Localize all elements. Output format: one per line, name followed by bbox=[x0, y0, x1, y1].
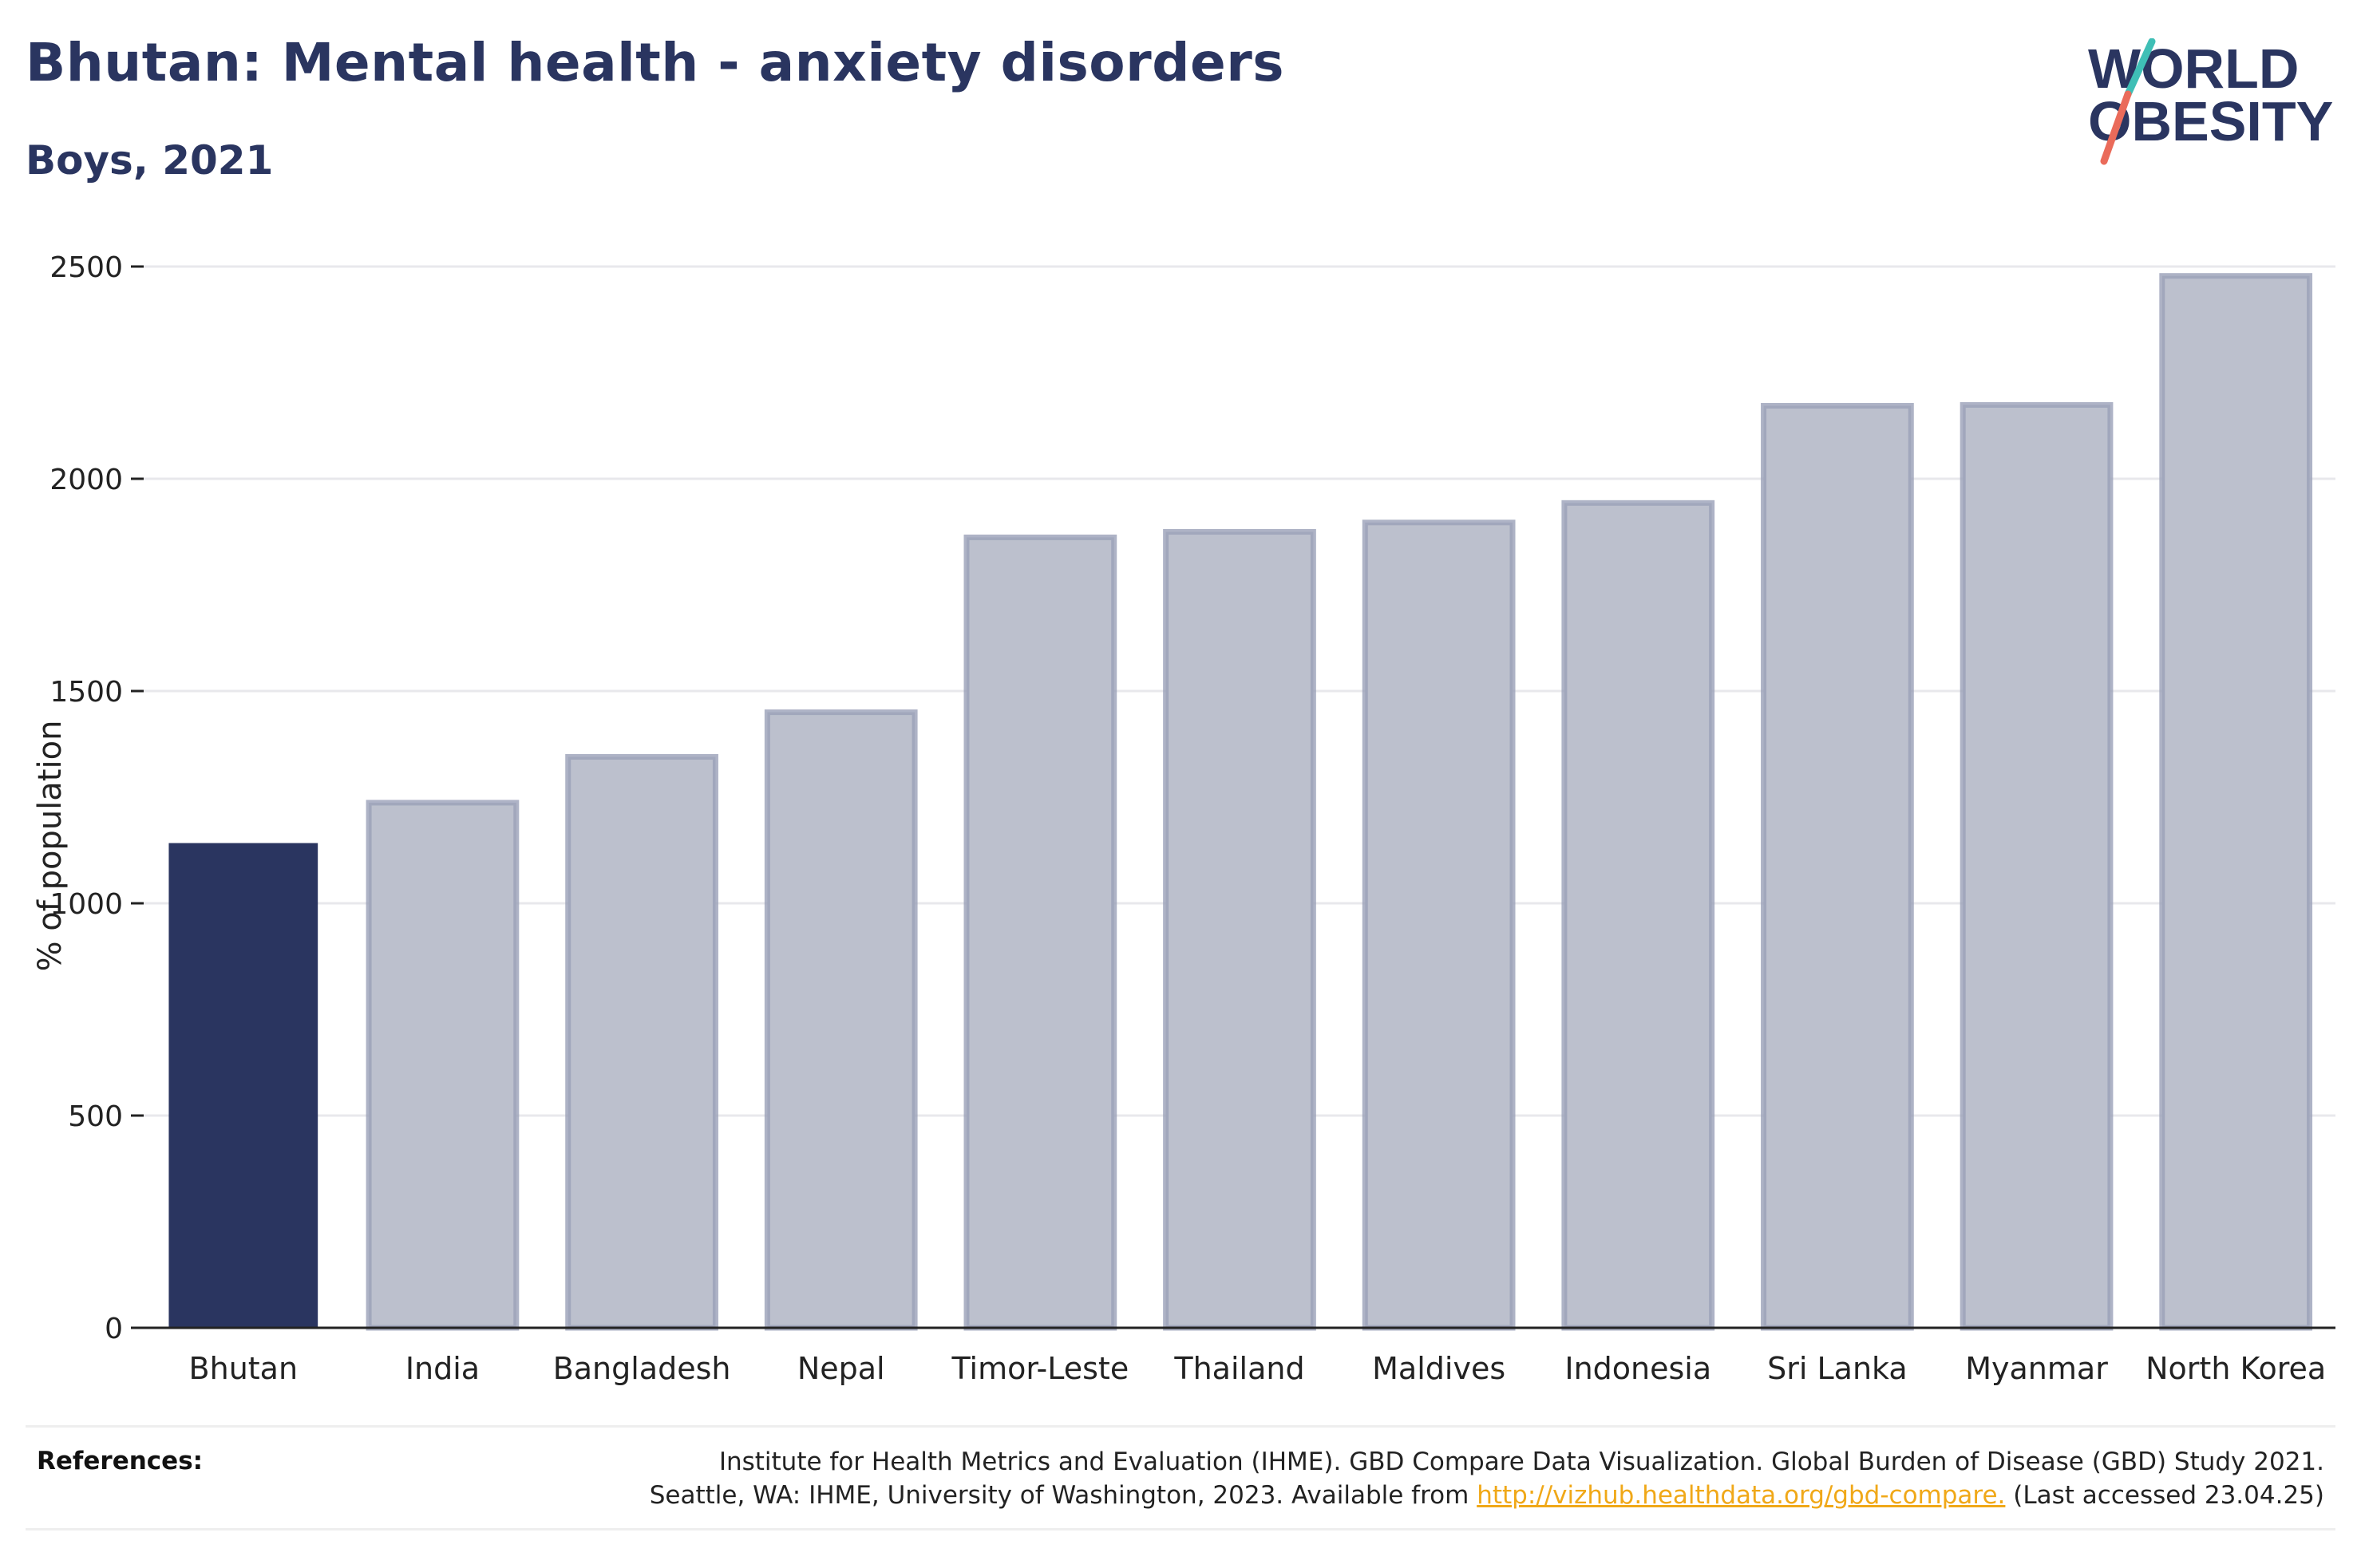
bar-nepal bbox=[764, 709, 918, 1331]
y-axis-label: % of population bbox=[32, 721, 69, 972]
references-line-2-prefix: Seattle, WA: IHME, University of Washing… bbox=[649, 1481, 1477, 1510]
x-tick-label: Myanmar bbox=[1965, 1351, 2108, 1386]
logo-line-1: WORLD bbox=[2088, 38, 2299, 100]
bar-north-korea bbox=[2159, 273, 2313, 1331]
axes: 0 500 1000 1500 2000 2500 Bhutan India Banglades… bbox=[49, 251, 2335, 1386]
references-panel: References: Institute for Health Metrics… bbox=[26, 1425, 2335, 1530]
logo-slash-coral bbox=[2100, 90, 2132, 165]
chart-subtitle: Boys, 2021 bbox=[26, 137, 274, 184]
y-tick-label: 0 bbox=[105, 1313, 123, 1345]
chart-title: Bhutan: Mental health - anxiety disorder… bbox=[26, 32, 1285, 93]
bar-india bbox=[366, 800, 520, 1331]
x-tick-label: Sri Lanka bbox=[1767, 1351, 1908, 1386]
x-tick-label: Bhutan bbox=[189, 1351, 299, 1386]
y-tick-label: 500 bbox=[68, 1100, 123, 1133]
bar-chart: 0 500 1000 1500 2000 2500 Bhutan India Banglades… bbox=[32, 251, 2335, 1386]
bars bbox=[168, 273, 2313, 1331]
y-tick-label: 2500 bbox=[49, 251, 123, 284]
bar-maldives bbox=[1362, 519, 1516, 1331]
x-tick-label: Thailand bbox=[1173, 1351, 1304, 1386]
x-tick-label: Nepal bbox=[797, 1351, 885, 1386]
references-line-2-suffix: (Last accessed 23.04.25) bbox=[2005, 1481, 2324, 1510]
x-tick-label: Indonesia bbox=[1564, 1351, 1711, 1386]
bar-myanmar bbox=[1960, 401, 2114, 1331]
x-tick-label: Maldives bbox=[1372, 1351, 1505, 1386]
bar-sri-lanka bbox=[1761, 402, 1914, 1331]
y-tick-label: 1500 bbox=[49, 676, 123, 709]
x-tick-label: India bbox=[405, 1351, 480, 1386]
logo-slash-teal bbox=[2124, 38, 2156, 98]
bar-timor-leste bbox=[963, 534, 1117, 1331]
x-tick-label: Bangladesh bbox=[553, 1351, 731, 1386]
bar-bhutan bbox=[168, 843, 318, 1329]
references-line-1: Institute for Health Metrics and Evaluat… bbox=[718, 1448, 2324, 1476]
bar-indonesia bbox=[1561, 500, 1715, 1331]
y-tick-label: 2000 bbox=[49, 464, 123, 496]
references-line-2: Seattle, WA: IHME, University of Washing… bbox=[650, 1479, 2324, 1512]
references-link[interactable]: http://vizhub.healthdata.org/gbd-compare… bbox=[1477, 1481, 2006, 1510]
references-label: References: bbox=[37, 1447, 204, 1475]
bar-thailand bbox=[1163, 529, 1316, 1331]
x-tick-label: North Korea bbox=[2145, 1351, 2326, 1386]
references-text: Institute for Health Metrics and Evaluat… bbox=[650, 1445, 2324, 1512]
x-tick-label: Timor-Leste bbox=[951, 1351, 1129, 1386]
world-obesity-logo: WORLD OBESITY bbox=[2088, 38, 2333, 165]
bar-bangladesh bbox=[565, 753, 718, 1331]
y-tick-label: 1000 bbox=[49, 888, 123, 921]
